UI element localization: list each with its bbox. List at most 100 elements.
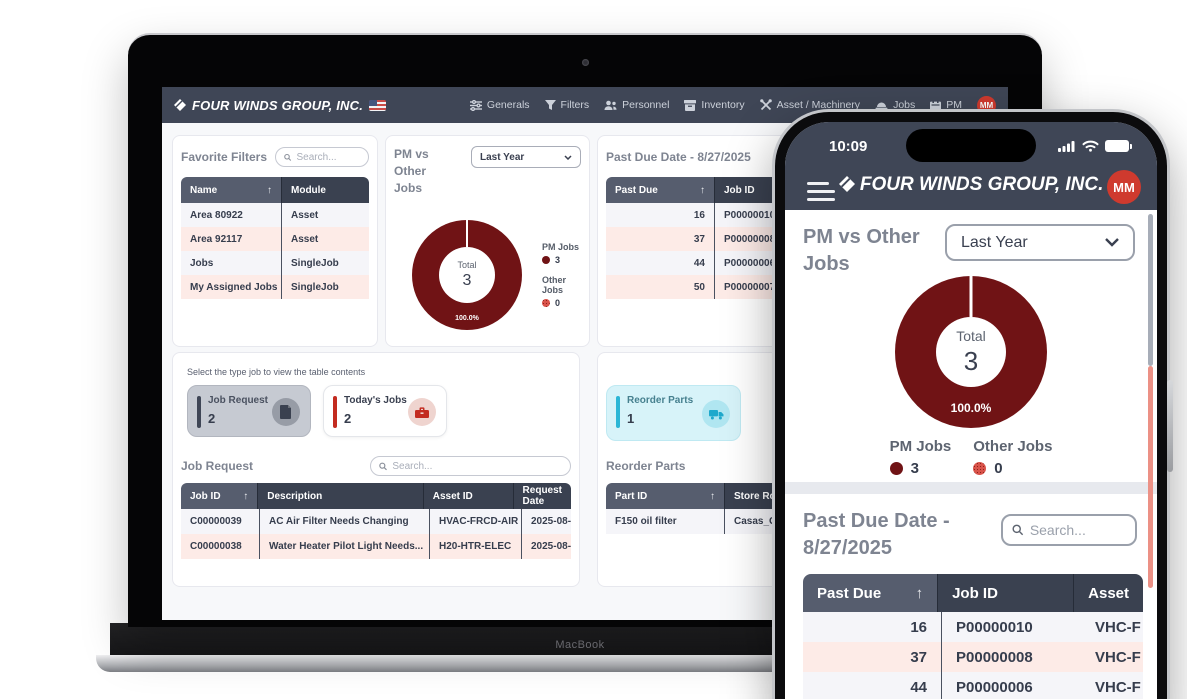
legend-item-other-jobs[interactable]: Other Jobs 0: [542, 275, 581, 308]
accent-bar: [333, 396, 337, 428]
cell-job-id: P00000006: [714, 251, 812, 275]
macbook-label: MacBook: [555, 639, 605, 651]
nav-item-inventory[interactable]: Inventory: [684, 99, 745, 111]
table-row[interactable]: C00000038 Water Heater Pilot Light Needs…: [181, 534, 571, 559]
user-avatar[interactable]: MM: [1107, 170, 1141, 204]
phone-mockup: 10:09 FOUR WINDS GROUP, INC. MM PM vs Ot…: [775, 112, 1173, 699]
sort-asc-icon: ↑: [243, 490, 249, 502]
battery-icon: [1105, 140, 1132, 152]
legend-item-pm-jobs[interactable]: PM Jobs 3: [889, 438, 951, 477]
search-input[interactable]: [1029, 522, 1126, 538]
cell-job-id: P00000010: [941, 612, 1081, 642]
phone-past-due-card: Past Due Date - 8/27/2025 Past Due ↑ Job…: [785, 494, 1157, 699]
table-row[interactable]: 16 P00000010 VHC-F: [803, 612, 1143, 642]
cell-job-id: C00000039: [190, 516, 242, 527]
phone-screen: 10:09 FOUR WINDS GROUP, INC. MM PM vs Ot…: [785, 122, 1157, 699]
table-row[interactable]: My Assigned Jobs SingleJob: [181, 275, 369, 299]
col-header-description[interactable]: Description: [257, 483, 423, 509]
table-row[interactable]: 37 P00000008 VHC-F: [803, 642, 1143, 672]
job-request-search[interactable]: [370, 456, 571, 476]
pm-donut-chart: 100.0% Total 3: [895, 276, 1047, 428]
scrollbar-thumb[interactable]: [1148, 366, 1153, 588]
nav-item-pm[interactable]: PM: [930, 99, 962, 111]
donut-split-line: [969, 276, 973, 317]
table-row[interactable]: Jobs SingleJob: [181, 251, 369, 275]
col-header-part-id[interactable]: Part ID ↑: [606, 483, 724, 509]
cell-past-due: 37: [693, 233, 705, 245]
search-input[interactable]: [392, 460, 562, 472]
legend-item-pm-jobs[interactable]: PM Jobs 3: [542, 242, 581, 265]
brand-logo[interactable]: FOUR WINDS GROUP, INC.: [174, 98, 387, 113]
status-time: 10:09: [829, 138, 868, 155]
chevron-down-icon: [1105, 238, 1119, 247]
col-header-past-due[interactable]: Past Due ↑: [803, 574, 938, 612]
legend-value: 0: [555, 298, 561, 309]
nav-item-personnel[interactable]: Personnel: [604, 99, 669, 111]
col-header-job-id[interactable]: Job ID: [937, 574, 1074, 612]
search-input[interactable]: [296, 151, 360, 163]
col-header-past-due[interactable]: Past Due ↑: [606, 177, 714, 203]
nav-item-filters[interactable]: Filters: [544, 99, 589, 111]
search-icon: [379, 462, 387, 470]
todays-jobs-type-card[interactable]: Today's Jobs 2: [323, 385, 447, 437]
period-select[interactable]: Last Year: [945, 224, 1135, 261]
other-jobs-dot-icon: [973, 462, 987, 475]
table-row[interactable]: Area 80922 Asset: [181, 203, 369, 227]
past-due-search[interactable]: [1001, 514, 1137, 546]
favorite-filters-table: Name ↑ Module Area 80922 Asset Area 9211…: [181, 177, 369, 299]
chart-legend: PM Jobs 3 Other Jobs 0: [785, 438, 1157, 477]
table-row[interactable]: Area 92117 Asset: [181, 227, 369, 251]
legend-item-other-jobs[interactable]: Other Jobs 0: [973, 438, 1052, 477]
col-header-request-date[interactable]: Request Date: [512, 483, 571, 509]
brand-diamond-icon: [174, 99, 186, 111]
cell-past-due: 50: [693, 281, 705, 293]
donut-center-value: 3: [462, 272, 472, 290]
nav-item-jobs[interactable]: Jobs: [875, 99, 915, 111]
wifi-icon: [1082, 140, 1099, 152]
nav-label: Jobs: [893, 99, 916, 111]
cell-job-id: P00000008: [941, 642, 1081, 672]
cell-name: Area 80922: [190, 209, 243, 221]
status-icons: [1058, 140, 1132, 152]
period-value: Last Year: [480, 151, 525, 163]
cell-asset-id: H20-HTR-ELEC: [429, 534, 521, 559]
col-header-asset[interactable]: Asset: [1073, 574, 1143, 612]
col-header-asset-id[interactable]: Asset ID: [422, 483, 513, 509]
col-header-name[interactable]: Name ↑: [181, 177, 281, 203]
period-select[interactable]: Last Year: [471, 146, 581, 168]
legend-value: 3: [555, 255, 561, 266]
nav-item-generals[interactable]: Generals: [469, 99, 530, 111]
cell-store-room: Casas_Garag: [724, 509, 878, 534]
scrollbar-track[interactable]: [1148, 214, 1153, 366]
table-row[interactable]: 44 P00000006 VHC-F: [803, 672, 1143, 699]
cell-past-due: 44: [910, 678, 927, 696]
hamburger-menu-icon[interactable]: [807, 182, 835, 206]
job-request-title: Job Request: [181, 459, 254, 473]
cell-past-due: 16: [693, 209, 705, 221]
donut-split-line: [466, 220, 468, 248]
job-request-type-card[interactable]: Job Request 2: [187, 385, 311, 437]
cell-job-id: P00000007: [714, 275, 812, 299]
nav-menu: Generals Filters Personnel Inventory Ass…: [469, 95, 996, 115]
donut-percent-label: 100.0%: [455, 315, 479, 323]
sliders-icon: [469, 99, 482, 111]
favorite-filters-card: Favorite Filters Name ↑ Module: [172, 135, 378, 347]
donut-center-value: 3: [963, 345, 979, 376]
cell-asset: VHC-F: [1095, 678, 1141, 696]
us-flag-icon[interactable]: [369, 99, 387, 111]
past-due-title: Past Due Date - 8/27/2025: [803, 510, 950, 559]
col-header-job-id[interactable]: Job ID ↑: [181, 483, 258, 509]
donut-center-label: Total: [956, 327, 986, 344]
cell-description: AC Air Filter Needs Changing: [259, 509, 429, 534]
nav-item-asset-machinery[interactable]: Asset / Machinery: [759, 99, 860, 111]
accent-bar: [197, 396, 201, 428]
phone-past-due-table: Past Due ↑ Job ID Asset 16 P00000010 VHC…: [803, 574, 1143, 699]
col-header-module[interactable]: Module: [281, 177, 369, 203]
user-avatar[interactable]: MM: [977, 95, 996, 115]
file-icon: [272, 398, 300, 426]
cell-past-due: 44: [693, 257, 705, 269]
reorder-parts-type-card[interactable]: Reorder Parts 1: [606, 385, 741, 441]
favorite-filters-search[interactable]: [275, 147, 369, 167]
donut-center-label: Total: [457, 260, 477, 271]
table-row[interactable]: C00000039 AC Air Filter Needs Changing H…: [181, 509, 571, 534]
